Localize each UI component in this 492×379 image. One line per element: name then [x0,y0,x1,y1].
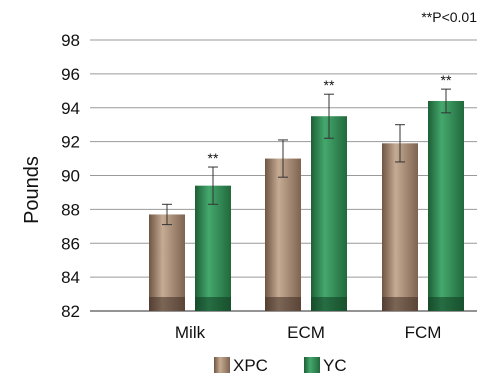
significance-note: **P<0.01 [421,9,477,25]
x-tick-label: ECM [287,323,325,342]
legend-label-xpc: XPC [233,356,268,375]
bar-base-shade [428,297,464,311]
y-tick-label: 88 [61,200,80,219]
y-tick-label: 86 [61,234,80,253]
y-tick-label: 96 [61,65,80,84]
bar-base-shade [149,297,185,311]
bar-base-shade [311,297,347,311]
bar-yc-milk [195,185,231,311]
bars: ** ** ** [149,72,464,311]
y-tick-label: 98 [61,31,80,50]
bar-base-shade [265,297,301,311]
bar-xpc-ecm [265,158,301,311]
significance-marker: ** [441,72,452,88]
bar-yc-ecm [311,116,347,311]
y-tick-label: 84 [61,268,80,287]
x-tick-label: FCM [405,323,442,342]
y-axis-label: Pounds [21,156,43,224]
bar-base-shade [195,297,231,311]
bar-base-shade [382,297,418,311]
bar-xpc-milk [149,214,185,311]
y-tick-label: 92 [61,133,80,152]
significance-marker: ** [208,150,219,166]
legend-swatch-yc [304,357,320,373]
legend-swatch-xpc [214,357,230,373]
x-tick-label: Milk [175,323,206,342]
significance-marker: ** [324,77,335,93]
bar-yc-fcm [428,100,464,311]
y-axis-ticks: 82 84 86 88 90 92 94 96 98 [61,31,80,321]
y-tick-label: 94 [61,99,80,118]
y-tick-label: 82 [61,302,80,321]
bar-xpc-fcm [382,143,418,311]
y-tick-label: 90 [61,167,80,186]
legend: XPC YC [214,356,347,375]
x-axis-labels: Milk ECM FCM [175,323,442,342]
legend-label-yc: YC [323,356,347,375]
